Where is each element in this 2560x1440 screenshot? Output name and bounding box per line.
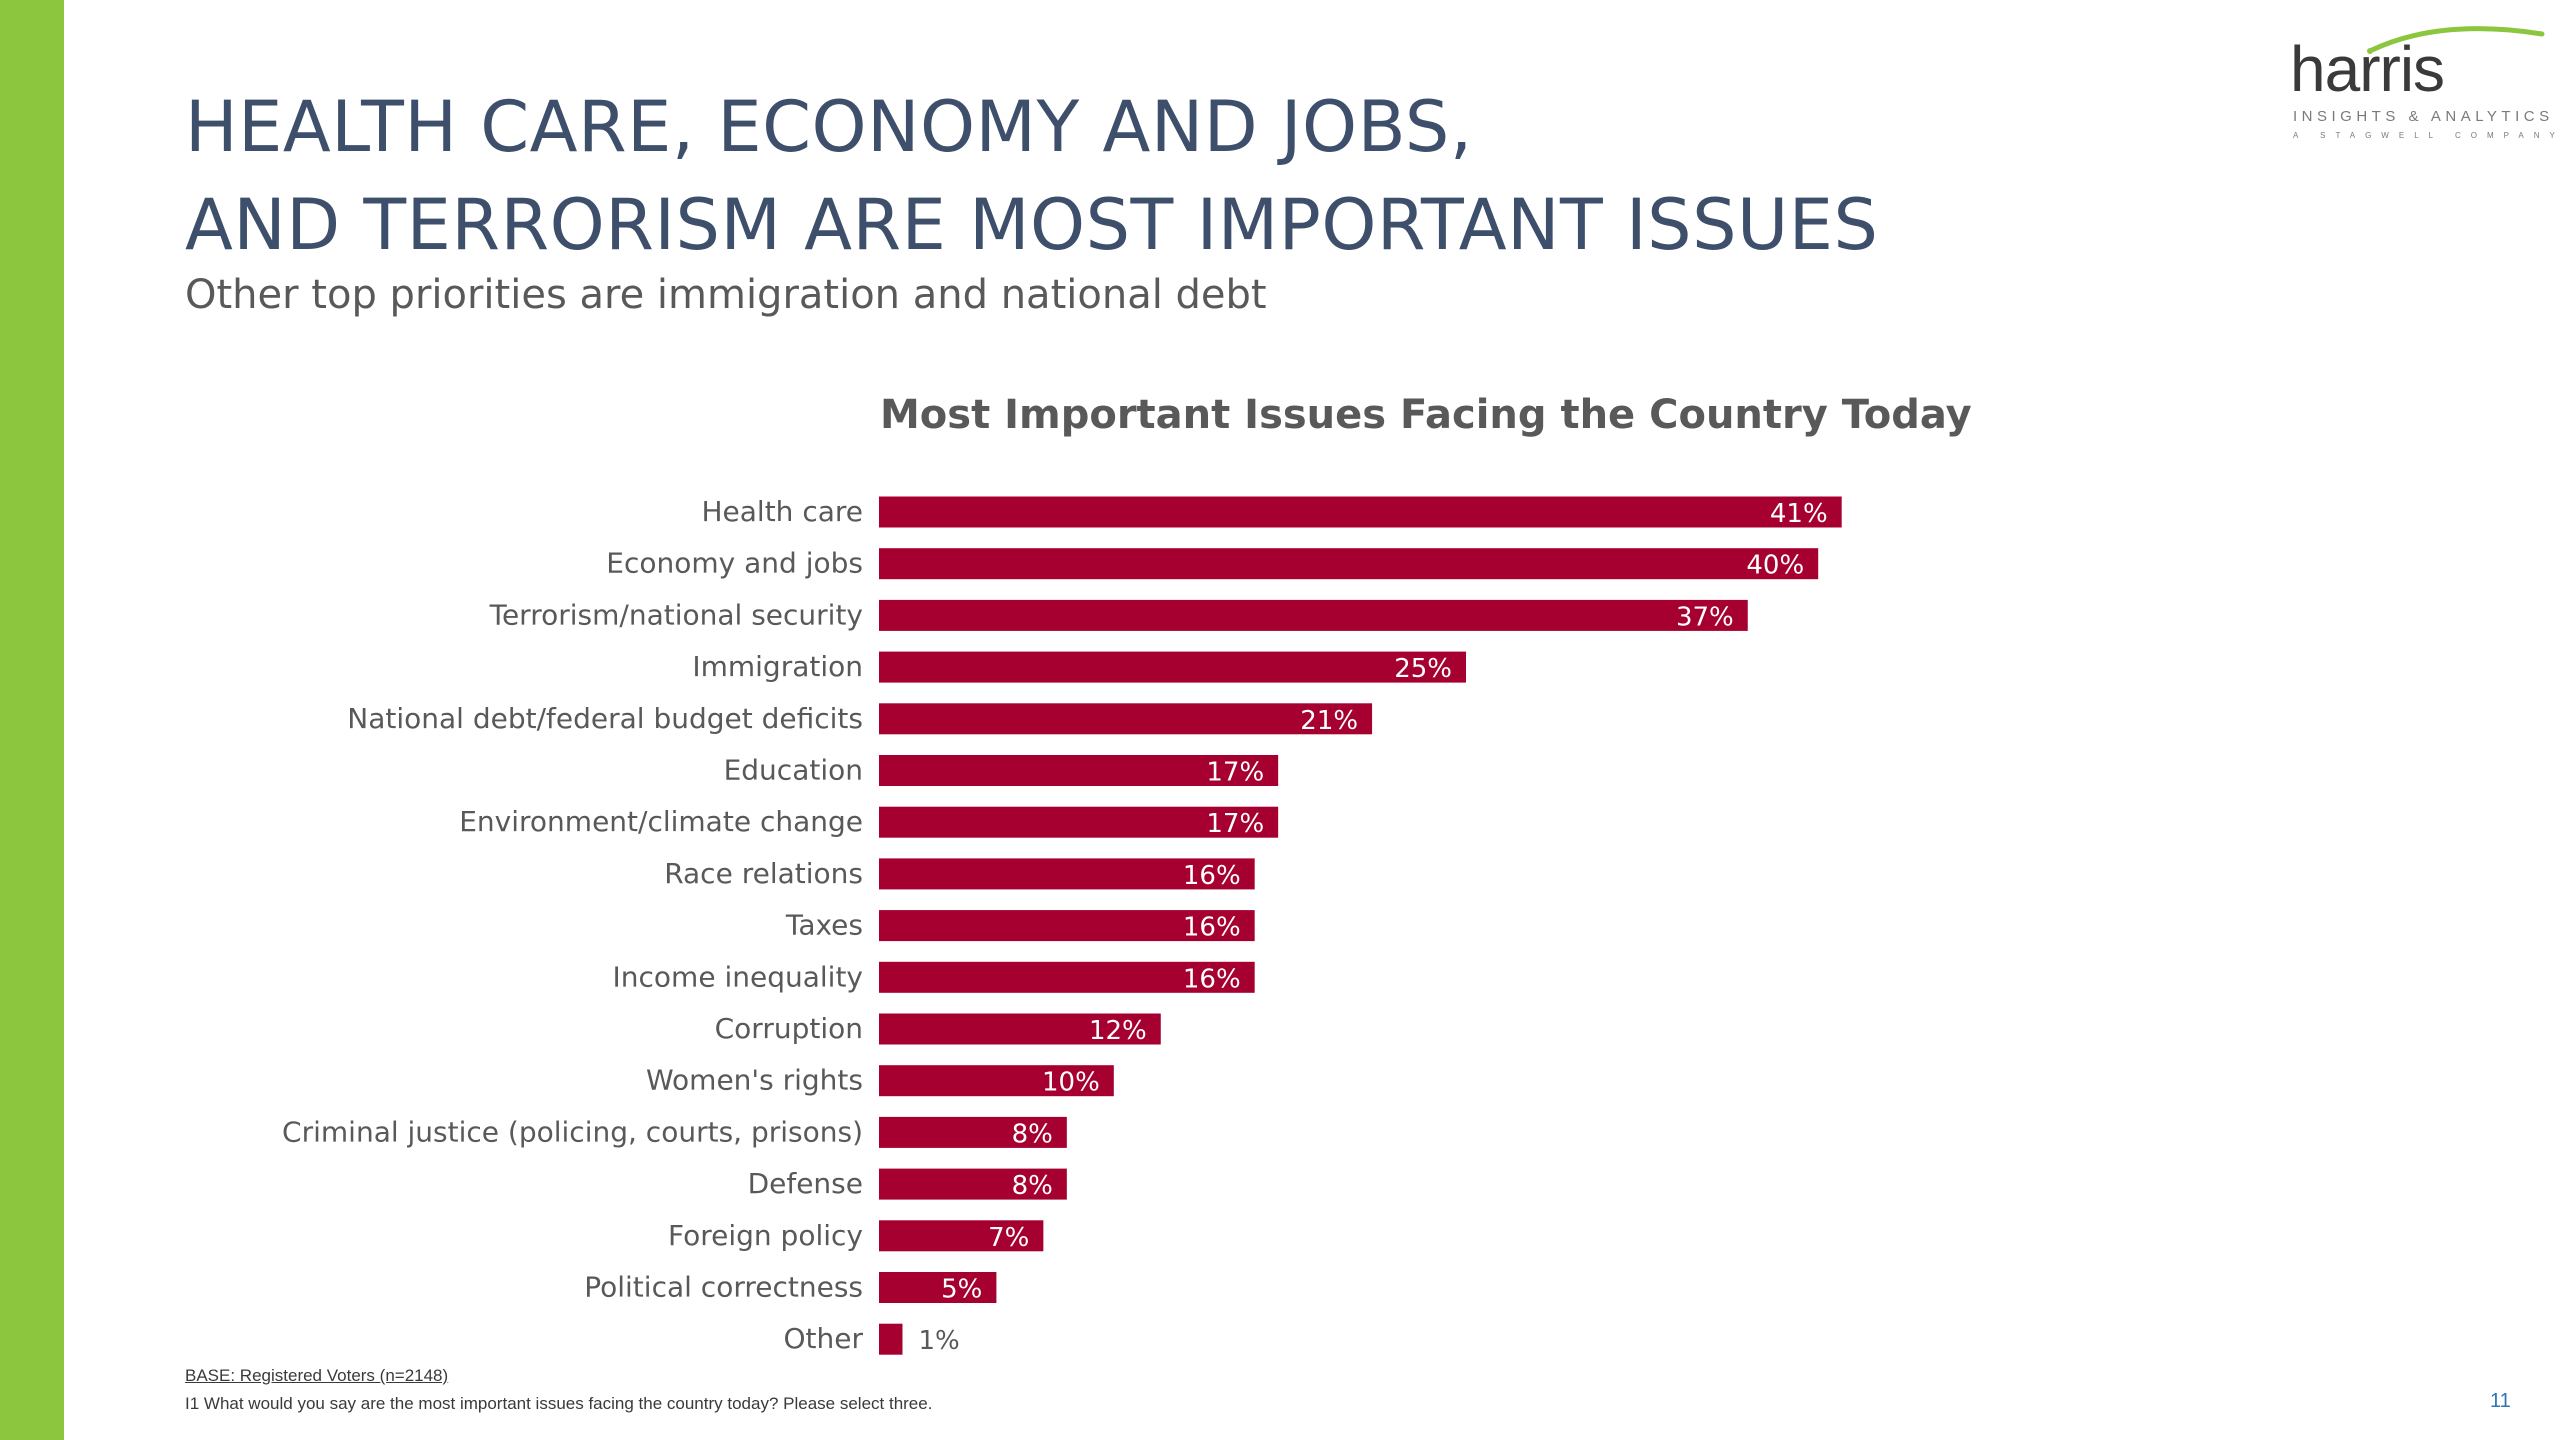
value-label: 16% xyxy=(1183,964,1241,994)
bar xyxy=(879,910,1255,942)
harris-logo-swoosh-icon xyxy=(2367,26,2545,54)
category-label: Health care xyxy=(701,495,863,528)
category-label: National debt/federal budget deficits xyxy=(347,702,863,735)
value-label: 21% xyxy=(1300,706,1358,736)
category-label: Economy and jobs xyxy=(606,547,863,580)
value-label: 16% xyxy=(1183,913,1241,943)
bar xyxy=(879,755,1279,786)
value-label: 5% xyxy=(941,1275,982,1305)
value-label: 7% xyxy=(988,1223,1029,1253)
bar xyxy=(879,1065,1114,1097)
value-label: 37% xyxy=(1676,602,1734,632)
bar xyxy=(879,1220,1044,1252)
base-note: BASE: Registered Voters (n=2148) xyxy=(185,1366,449,1385)
category-label: Other xyxy=(783,1322,863,1355)
category-label: Political correctness xyxy=(584,1271,863,1304)
bar xyxy=(879,703,1373,735)
title-line-2: AND TERRORISM ARE MOST IMPORTANT ISSUES xyxy=(185,184,1879,266)
bar xyxy=(879,1272,997,1303)
value-label: 41% xyxy=(1770,499,1828,529)
category-label: Income inequality xyxy=(613,960,863,993)
value-label: 1% xyxy=(918,1326,959,1356)
value-label: 8% xyxy=(1012,1119,1053,1149)
value-label: 16% xyxy=(1183,861,1241,891)
bar xyxy=(879,1013,1161,1045)
value-label: 8% xyxy=(1012,1171,1053,1201)
category-label: Women's rights xyxy=(646,1064,863,1097)
category-label: Taxes xyxy=(785,909,863,942)
category-label: Race relations xyxy=(664,857,863,890)
logo-subtagline: A STAGWELL COMPANY xyxy=(2293,131,2560,140)
question-note: I1 What would you say are the most impor… xyxy=(185,1394,933,1413)
page-title: HEALTH CARE, ECONOMY AND JOBS, AND TERRO… xyxy=(185,78,1878,274)
bar xyxy=(879,806,1279,838)
value-label: 17% xyxy=(1206,758,1264,788)
category-label: Defense xyxy=(748,1167,863,1200)
page-subtitle: Other top priorities are immigration and… xyxy=(185,272,1267,318)
logo-tagline: INSIGHTS & ANALYTICS xyxy=(2293,108,2554,125)
bar xyxy=(879,651,1466,683)
category-label: Education xyxy=(724,754,863,787)
logo-wordmark: harris xyxy=(2290,33,2445,105)
bar xyxy=(879,599,1748,631)
bar xyxy=(879,858,1255,890)
accent-bar xyxy=(0,0,64,1440)
bar xyxy=(879,548,1819,580)
chart-title: Most Important Issues Facing the Country… xyxy=(880,392,1972,438)
value-label: 12% xyxy=(1089,1016,1147,1046)
category-label: Environment/climate change xyxy=(459,805,863,838)
bar xyxy=(879,1116,1067,1148)
category-label: Foreign policy xyxy=(668,1219,863,1252)
bar xyxy=(879,1323,903,1355)
category-label: Immigration xyxy=(692,650,863,683)
value-label: 25% xyxy=(1394,654,1452,684)
value-label: 17% xyxy=(1206,809,1264,839)
page-number: 11 xyxy=(2490,1390,2511,1412)
title-line-1: HEALTH CARE, ECONOMY AND JOBS, xyxy=(185,86,1473,168)
category-label: Corruption xyxy=(715,1012,863,1045)
bar xyxy=(879,961,1255,993)
category-label: Terrorism/national security xyxy=(489,598,863,631)
value-label: 40% xyxy=(1746,551,1804,581)
category-label: Criminal justice (policing, courts, pris… xyxy=(282,1115,863,1148)
bar xyxy=(879,496,1842,528)
value-label: 10% xyxy=(1042,1068,1100,1098)
bar xyxy=(879,1168,1067,1200)
